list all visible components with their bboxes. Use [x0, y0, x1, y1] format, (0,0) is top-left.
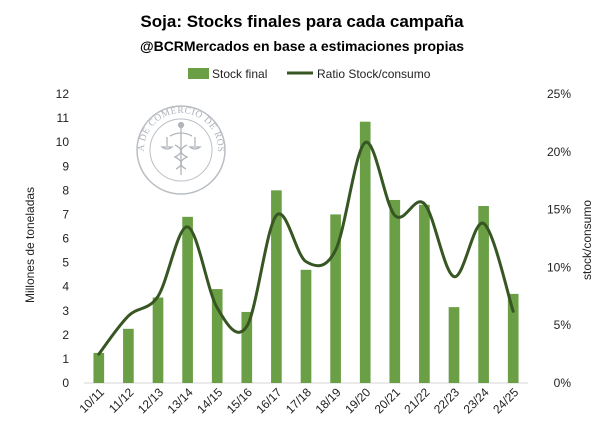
y-tick-label: 7 — [62, 207, 69, 221]
bar-23-24 — [478, 205, 489, 383]
x-tick-label: 21/22 — [401, 385, 432, 416]
y-tick-label: 3 — [62, 304, 69, 318]
legend-swatch-stock-final — [188, 68, 209, 79]
y2-axis-title: stock/consumo — [580, 200, 594, 280]
chart-subtitle: @BCRMercados en base a estimaciones prop… — [140, 38, 464, 54]
bar-22-23 — [448, 307, 460, 383]
caduceus-icon — [160, 121, 202, 175]
x-tick-label: 17/18 — [283, 385, 314, 416]
bar-24-25 — [507, 293, 519, 383]
y-axis-title: Millones de toneladas — [23, 187, 37, 303]
y-tick-label: 2 — [62, 328, 69, 342]
legend: Stock final Ratio Stock/consumo — [188, 67, 431, 81]
x-tick-label: 18/19 — [313, 385, 344, 416]
bar-19-20 — [359, 121, 371, 383]
y-tick-label: 6 — [62, 232, 69, 246]
y-tick-label: 9 — [62, 159, 69, 173]
y-tick-label: 8 — [62, 183, 69, 197]
x-tick-label: 12/13 — [135, 385, 166, 416]
bar-15-16 — [241, 311, 253, 383]
y2-tick-label: 0% — [554, 376, 572, 390]
y-tick-label: 4 — [62, 280, 69, 294]
y-axis-right-ticks: 0% 5% 10% 15% 20% 25% — [547, 87, 571, 390]
x-tick-label: 23/24 — [461, 385, 492, 416]
series-line-ratio — [97, 141, 515, 356]
x-tick-label: 10/11 — [76, 385, 107, 416]
x-tick-label: 22/23 — [431, 385, 462, 416]
bar-11-12 — [123, 328, 134, 383]
bar-14-15 — [211, 289, 223, 383]
y2-tick-label: 5% — [554, 318, 572, 332]
x-tick-label: 14/15 — [194, 385, 225, 416]
bar-12-13 — [152, 297, 164, 383]
bar-20-21 — [389, 199, 401, 383]
x-tick-label: 19/20 — [342, 385, 373, 416]
y2-tick-label: 10% — [547, 260, 571, 274]
y2-tick-label: 20% — [547, 145, 571, 159]
y2-tick-label: 25% — [547, 87, 571, 101]
legend-label-ratio: Ratio Stock/consumo — [317, 67, 431, 81]
x-tick-label: 16/17 — [253, 385, 284, 416]
x-tick-label: 15/16 — [224, 385, 255, 416]
bar-10-11 — [93, 352, 105, 383]
seal-inner-ring — [149, 118, 213, 182]
y-tick-label: 5 — [62, 256, 69, 270]
bar-21-22 — [419, 204, 430, 383]
legend-label-stock-final: Stock final — [212, 67, 267, 81]
y-tick-label: 1 — [62, 352, 69, 366]
y-tick-label: 10 — [56, 135, 70, 149]
bar-17-18 — [300, 269, 312, 383]
x-tick-label: 13/14 — [165, 385, 196, 416]
bars-group — [93, 121, 519, 383]
bar-16-17 — [271, 190, 282, 383]
y2-tick-label: 15% — [547, 203, 571, 217]
x-tick-label: 24/25 — [490, 385, 521, 416]
x-tick-label: 20/21 — [372, 385, 403, 416]
bar-18-19 — [330, 214, 341, 383]
chart-title: Soja: Stocks finales para cada campaña — [140, 12, 464, 31]
y-tick-label: 0 — [62, 376, 69, 390]
x-axis-ticks: 10/11 11/1212/1313/1414/1515/1616/1717/18… — [76, 385, 521, 416]
seal-outer-ring — [136, 105, 226, 195]
y-tick-label: 12 — [56, 87, 70, 101]
y-tick-label: 11 — [57, 111, 70, 125]
x-tick-label: 11/12 — [106, 385, 137, 416]
bar-13-14 — [182, 216, 193, 383]
